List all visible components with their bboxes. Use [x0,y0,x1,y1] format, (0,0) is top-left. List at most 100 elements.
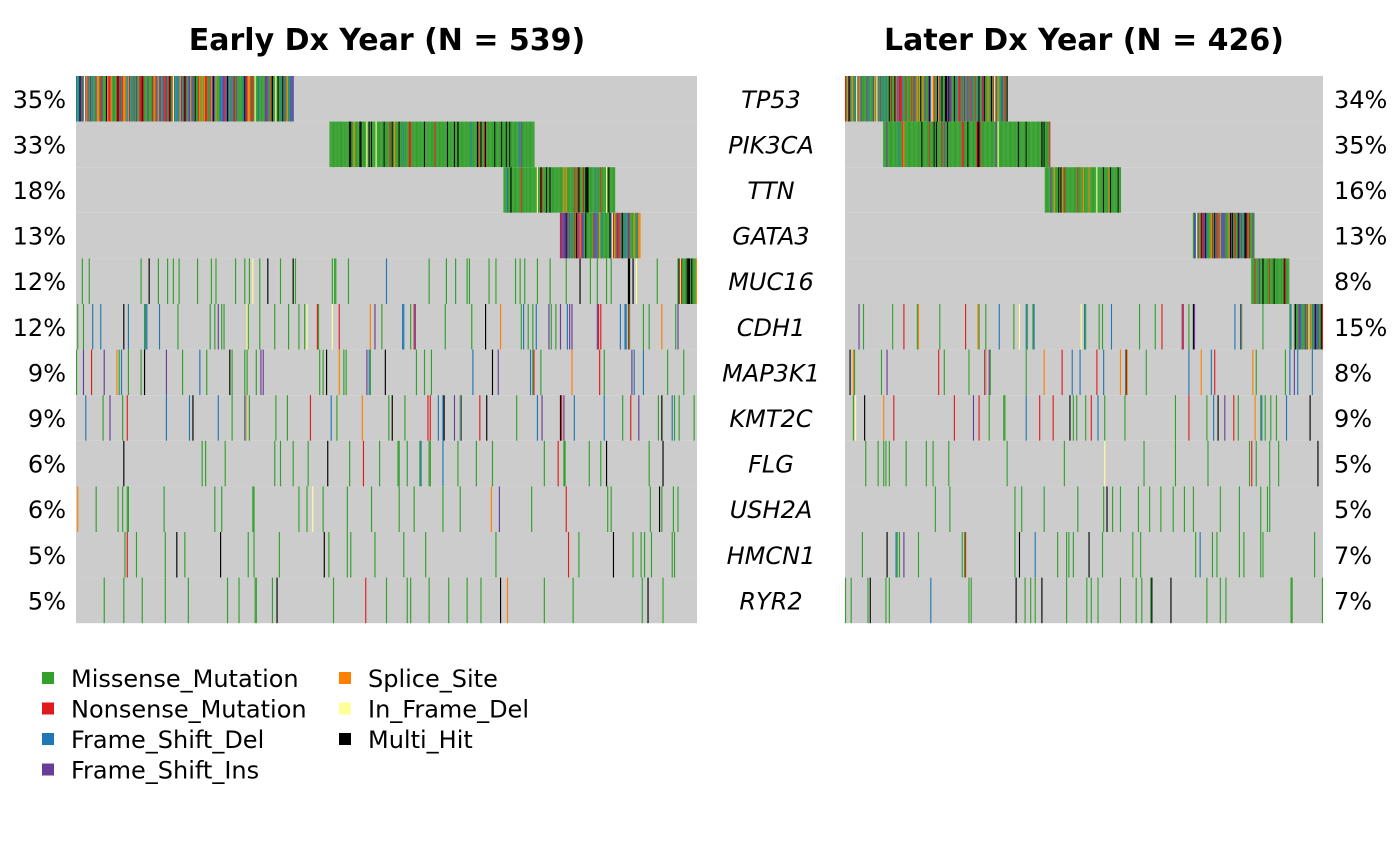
mutation-cell [336,395,338,441]
mutation-cell [1080,167,1082,213]
mutation-cell [178,76,180,122]
legend-label-missense-mutation: Missense_Mutation [71,665,299,693]
mutation-cell [958,76,960,122]
mutation-cell [506,577,509,624]
mutation-cell [1260,395,1262,441]
mutation-cell [271,76,274,122]
mutation-cell [959,76,961,122]
mutation-cell [673,532,676,578]
mutation-cell [845,76,847,122]
mutation-cell [412,121,414,168]
mutation-cell [605,167,608,213]
mutation-cell [533,121,535,168]
mutation-cell [956,76,958,122]
mutation-cell [339,121,341,168]
mutation-cell [90,349,93,396]
mutation-cell [493,121,495,168]
mutation-cell [1273,258,1275,304]
mutation-cell [368,121,370,168]
mutation-cell [567,167,570,213]
mutation-cell [290,76,292,122]
mutation-cell [436,121,438,168]
mutation-cell [1087,167,1089,213]
mutation-cell [584,212,586,259]
mutation-cell [1025,395,1027,441]
mutation-cell [1084,304,1086,350]
mutation-cell [1072,395,1074,441]
mutation-cell [644,532,646,578]
mutation-cell [1307,304,1309,350]
mutation-cell [425,121,427,168]
mutation-cell [908,76,911,122]
mutation-cell [886,121,888,168]
mutation-cell [1114,167,1116,213]
mutation-cell [460,395,462,441]
mutation-cell [572,577,574,624]
mutation-cell [951,121,953,168]
legend-swatch-nonsense-mutation [42,702,54,715]
mutation-cell [240,76,242,122]
mutation-cell [970,121,972,168]
mutation-cell [1319,304,1321,350]
mutation-cell [200,76,202,122]
mutation-cell [1279,258,1281,304]
mutation-cell [657,395,659,441]
mutation-cell [433,121,435,168]
mutation-cell [1223,212,1225,259]
mutation-cell [388,121,390,168]
mutation-cell [1089,167,1091,213]
mutation-cell [947,121,949,168]
mutation-cell [548,304,550,350]
mutation-cell [540,167,542,213]
matrix-row-bg [845,532,1323,578]
mutation-cell [893,395,895,441]
mutation-cell [677,486,679,532]
mutation-cell [1143,440,1145,487]
mutation-cell [539,167,541,213]
mutation-cell [374,532,376,578]
mutation-cell [953,395,955,441]
freq-label-2-RYR2: 7% [1334,587,1372,615]
legend-label-frame-shift-del: Frame_Shift_Del [71,726,264,754]
mutation-cell [512,167,514,213]
mutation-cell [912,121,914,168]
mutation-cell [414,121,416,168]
mutation-cell [1253,212,1255,259]
mutation-cell [1200,349,1202,396]
mutation-cell [561,212,563,259]
mutation-cell [446,121,449,168]
mutation-cell [304,304,306,350]
mutation-cell [1318,304,1320,350]
mutation-cell [1025,304,1027,350]
mutation-cell [146,76,148,122]
mutation-cell [1303,304,1306,350]
mutation-cell [1229,212,1231,259]
mutation-cell [996,76,998,122]
mutation-cell [1269,486,1271,532]
mutation-cell [624,304,626,350]
mutation-cell [168,76,170,122]
mutation-cell [1006,121,1008,168]
mutation-row-MUC16 [1251,258,1290,304]
mutation-cell [491,121,494,168]
mutation-cell [398,440,400,487]
mutation-cell [618,212,620,259]
mutation-cell [286,76,288,122]
mutation-cell [1097,577,1099,624]
mutation-cell [600,167,602,213]
mutation-cell [694,258,696,304]
mutation-cell [625,212,627,259]
mutation-cell [1112,486,1114,532]
mutation-cell [883,440,885,487]
mutation-cell [988,395,990,441]
mutation-cell [600,440,602,487]
mutation-cell [103,577,105,624]
mutation-cell [883,121,885,168]
mutation-cell [1289,304,1291,350]
mutation-cell [690,258,692,304]
mutation-cell [154,76,156,122]
mutation-cell [117,486,119,532]
mutation-cell [472,349,474,396]
mutation-cell [952,121,954,168]
mutation-cell [392,121,394,168]
